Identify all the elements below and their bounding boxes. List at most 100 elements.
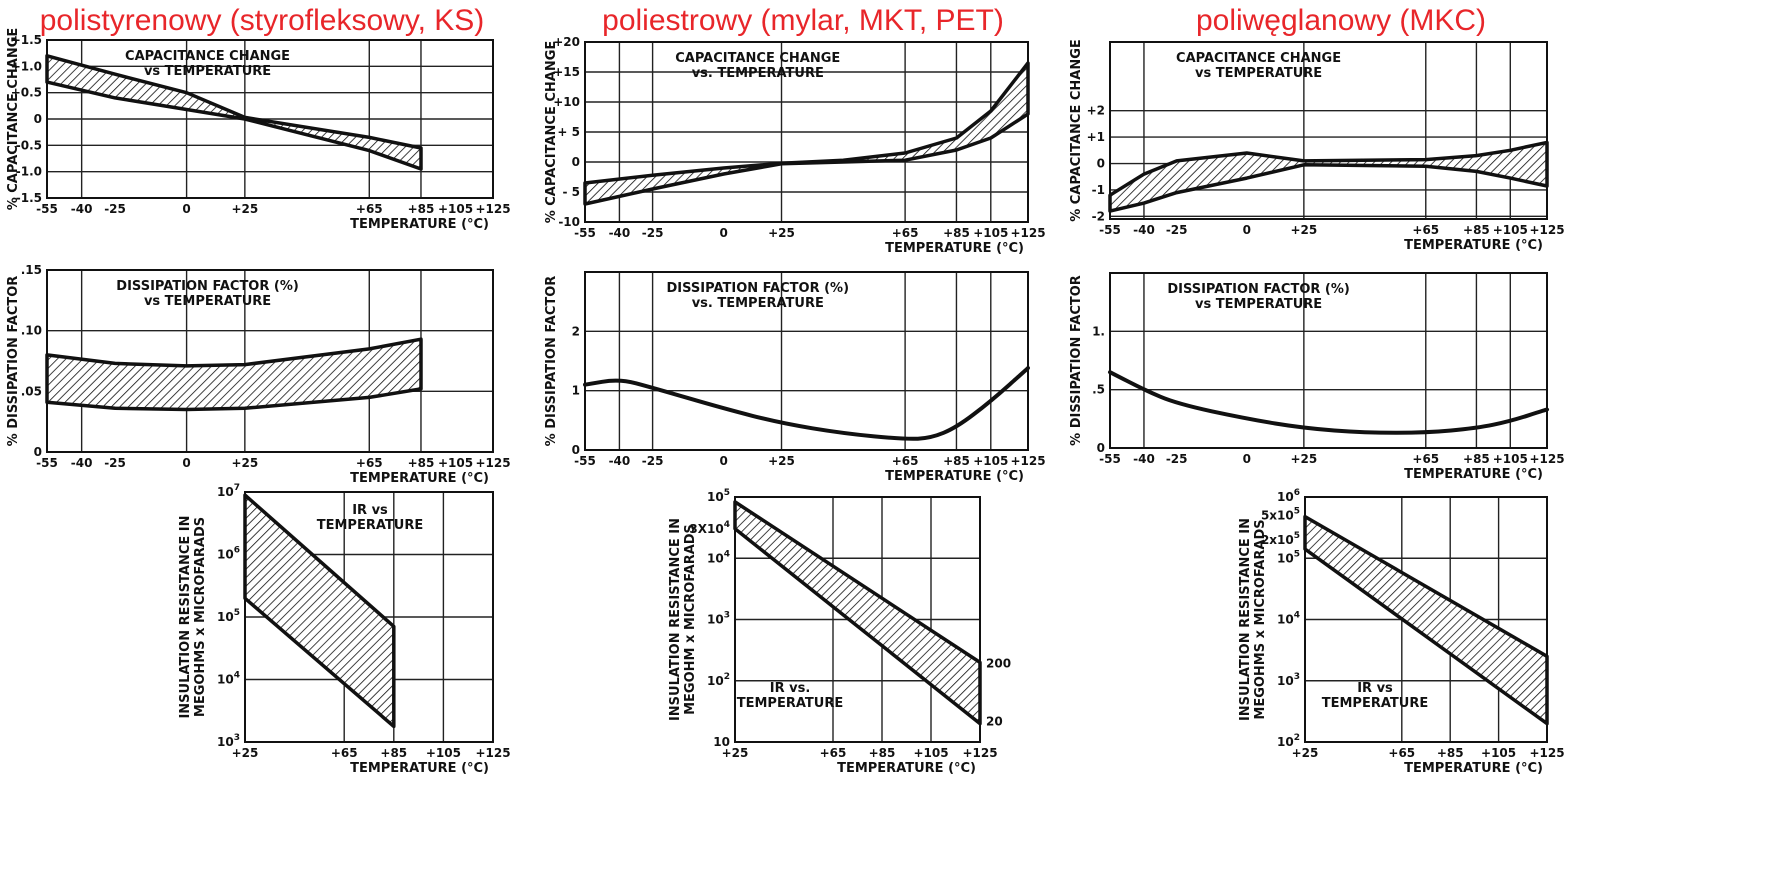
plot-frame (584, 41, 1029, 223)
y-tick-label: 2x105 (1261, 531, 1300, 547)
x-tick-label: +25 (231, 456, 258, 470)
plot-frame (46, 39, 494, 199)
x-tick-label: +65 (331, 746, 358, 760)
x-tick-label: 0 (182, 456, 190, 470)
y-tick-label: 0 (34, 445, 42, 459)
chart-title: IR vs. TEMPERATURE (737, 681, 843, 711)
x-tick-label: -55 (36, 202, 58, 216)
y-tick-label: 2 (572, 324, 580, 338)
y-tick-label: 106 (1277, 488, 1300, 504)
x-tick-label: +65 (356, 202, 383, 216)
x-tick-label: -55 (574, 454, 596, 468)
chart-title: CAPACITANCE CHANGE vs. TEMPERATURE (675, 51, 840, 81)
chart-title: DISSIPATION FACTOR (%) vs TEMPERATURE (116, 279, 299, 309)
chart-title: CAPACITANCE CHANGE vs TEMPERATURE (125, 49, 290, 79)
x-tick-label: +105 (1493, 452, 1528, 466)
x-tick-label: +85 (943, 454, 970, 468)
x-axis-label: TEMPERATURE (°C) (885, 241, 1024, 256)
x-tick-label: +105 (426, 746, 461, 760)
chart-title: IR vs TEMPERATURE (1322, 681, 1428, 711)
x-tick-label: +85 (408, 456, 435, 470)
chart-title: DISSIPATION FACTOR (%) vs TEMPERATURE (1167, 282, 1350, 312)
chart-2-2: 106 5x105 2x105 105 104 103 102+25 +65 +85 +105 +1… (1238, 488, 1565, 776)
x-axis-label: TEMPERATURE (°C) (350, 471, 489, 486)
y-tick-label: - 5 (562, 185, 580, 199)
data-line (583, 366, 1030, 441)
y-tick-label: +15 (553, 65, 580, 79)
data-band (1108, 140, 1549, 213)
x-tick-label: -55 (1099, 452, 1121, 466)
chart-1-2: 105 3X104 104 103 102 10+25 +65 +85 +105 +125TEMP… (668, 488, 1011, 776)
x-tick-label: +85 (1463, 452, 1490, 466)
y-tick-label: 103 (707, 611, 730, 627)
chart-2-0: +2 +1 0 -1 -2-55 -40 -25 0 +25 +65 +85 +105 +125TEMP… (1069, 39, 1565, 253)
y-tick-label: +0.5 (11, 86, 42, 100)
y-tick-label: + 5 (557, 125, 580, 139)
data-band (1303, 514, 1549, 726)
y-tick-label: 10 (713, 735, 730, 749)
x-tick-label: +25 (1292, 746, 1319, 760)
y-tick-label: .5 (1092, 383, 1105, 397)
chart-title: DISSIPATION FACTOR (%) vs. TEMPERATURE (667, 281, 850, 311)
y-tick-label: 105 (217, 608, 240, 624)
y-tick-label: 106 (217, 546, 240, 562)
y-tick-label: 0 (572, 155, 580, 169)
chart-2-1: 1..50-55 -40 -25 0 +25 +65 +85 +105 +125TEMPERAT… (1069, 272, 1565, 482)
x-tick-label: +25 (722, 746, 749, 760)
y-tick-label: 0 (572, 443, 580, 457)
x-tick-label: +65 (356, 456, 383, 470)
x-tick-label: +125 (1010, 454, 1045, 468)
chart-0-2: 107 106 105 104 103+25 +65 +85 +105 +125TEMPERAT… (178, 483, 511, 776)
y-tick-label: .05 (21, 384, 42, 398)
data-band (583, 61, 1030, 206)
x-tick-label: +105 (973, 454, 1008, 468)
x-tick-label: -55 (36, 456, 58, 470)
plot-frame (584, 271, 1029, 451)
x-axis-label: TEMPERATURE (°C) (837, 761, 976, 776)
chart-0-0: +1.5 +1.0 +0.5 0 -0.5 -1.0 -1.5-55 -40 -25 0 +25 +6… (6, 28, 511, 232)
y-tick-label: 105 (707, 488, 730, 504)
x-tick-label: 0 (1243, 223, 1251, 237)
x-tick-label: -40 (1133, 223, 1155, 237)
y-tick-label: 105 (1277, 549, 1300, 565)
x-tick-label: +105 (913, 746, 948, 760)
band-label-lower: 20 (986, 715, 1003, 729)
plot-frame (1304, 496, 1548, 743)
y-tick-label: 0 (1097, 441, 1105, 455)
x-tick-label: -25 (104, 202, 126, 216)
y-tick-label: -1.0 (16, 165, 42, 179)
y-tick-label: 104 (707, 549, 730, 565)
x-tick-label: 0 (1243, 452, 1251, 466)
plot-frame (244, 491, 494, 743)
column-title-polyester: poliestrowy (mylar, MKT, PET) (602, 4, 1004, 37)
x-axis-label: TEMPERATURE (°C) (350, 761, 489, 776)
x-tick-label: -25 (1166, 452, 1188, 466)
x-tick-label: +25 (768, 454, 795, 468)
x-tick-label: +105 (1481, 746, 1516, 760)
y-tick-label: .10 (21, 324, 42, 338)
y-tick-label: -10 (558, 215, 580, 229)
y-tick-label: -1.5 (16, 191, 42, 205)
y-tick-label: 107 (217, 483, 240, 499)
chart-0-1: .15.10.050-55 -40 -25 0 +25 +65 +85 +105 +125TEM… (6, 263, 511, 486)
x-tick-label: +65 (892, 226, 919, 240)
plot-frame (1109, 272, 1548, 449)
x-tick-label: +125 (962, 746, 997, 760)
x-tick-label: +25 (1290, 223, 1317, 237)
x-tick-label: +105 (438, 202, 473, 216)
x-tick-label: -40 (609, 226, 631, 240)
x-tick-label: -25 (642, 454, 664, 468)
data-band (45, 54, 423, 171)
y-axis-label: % DISSIPATION FACTOR (1069, 275, 1084, 446)
x-tick-label: +125 (475, 202, 510, 216)
x-tick-label: +85 (408, 202, 435, 216)
y-tick-label: +1.5 (11, 33, 42, 47)
x-tick-label: -25 (104, 456, 126, 470)
x-tick-label: +125 (475, 456, 510, 470)
x-axis-label: TEMPERATURE (°C) (350, 217, 489, 232)
x-tick-label: +85 (1463, 223, 1490, 237)
y-tick-label: 104 (1277, 611, 1300, 627)
data-band (243, 493, 396, 729)
data-band (733, 500, 982, 726)
x-tick-label: -40 (609, 454, 631, 468)
